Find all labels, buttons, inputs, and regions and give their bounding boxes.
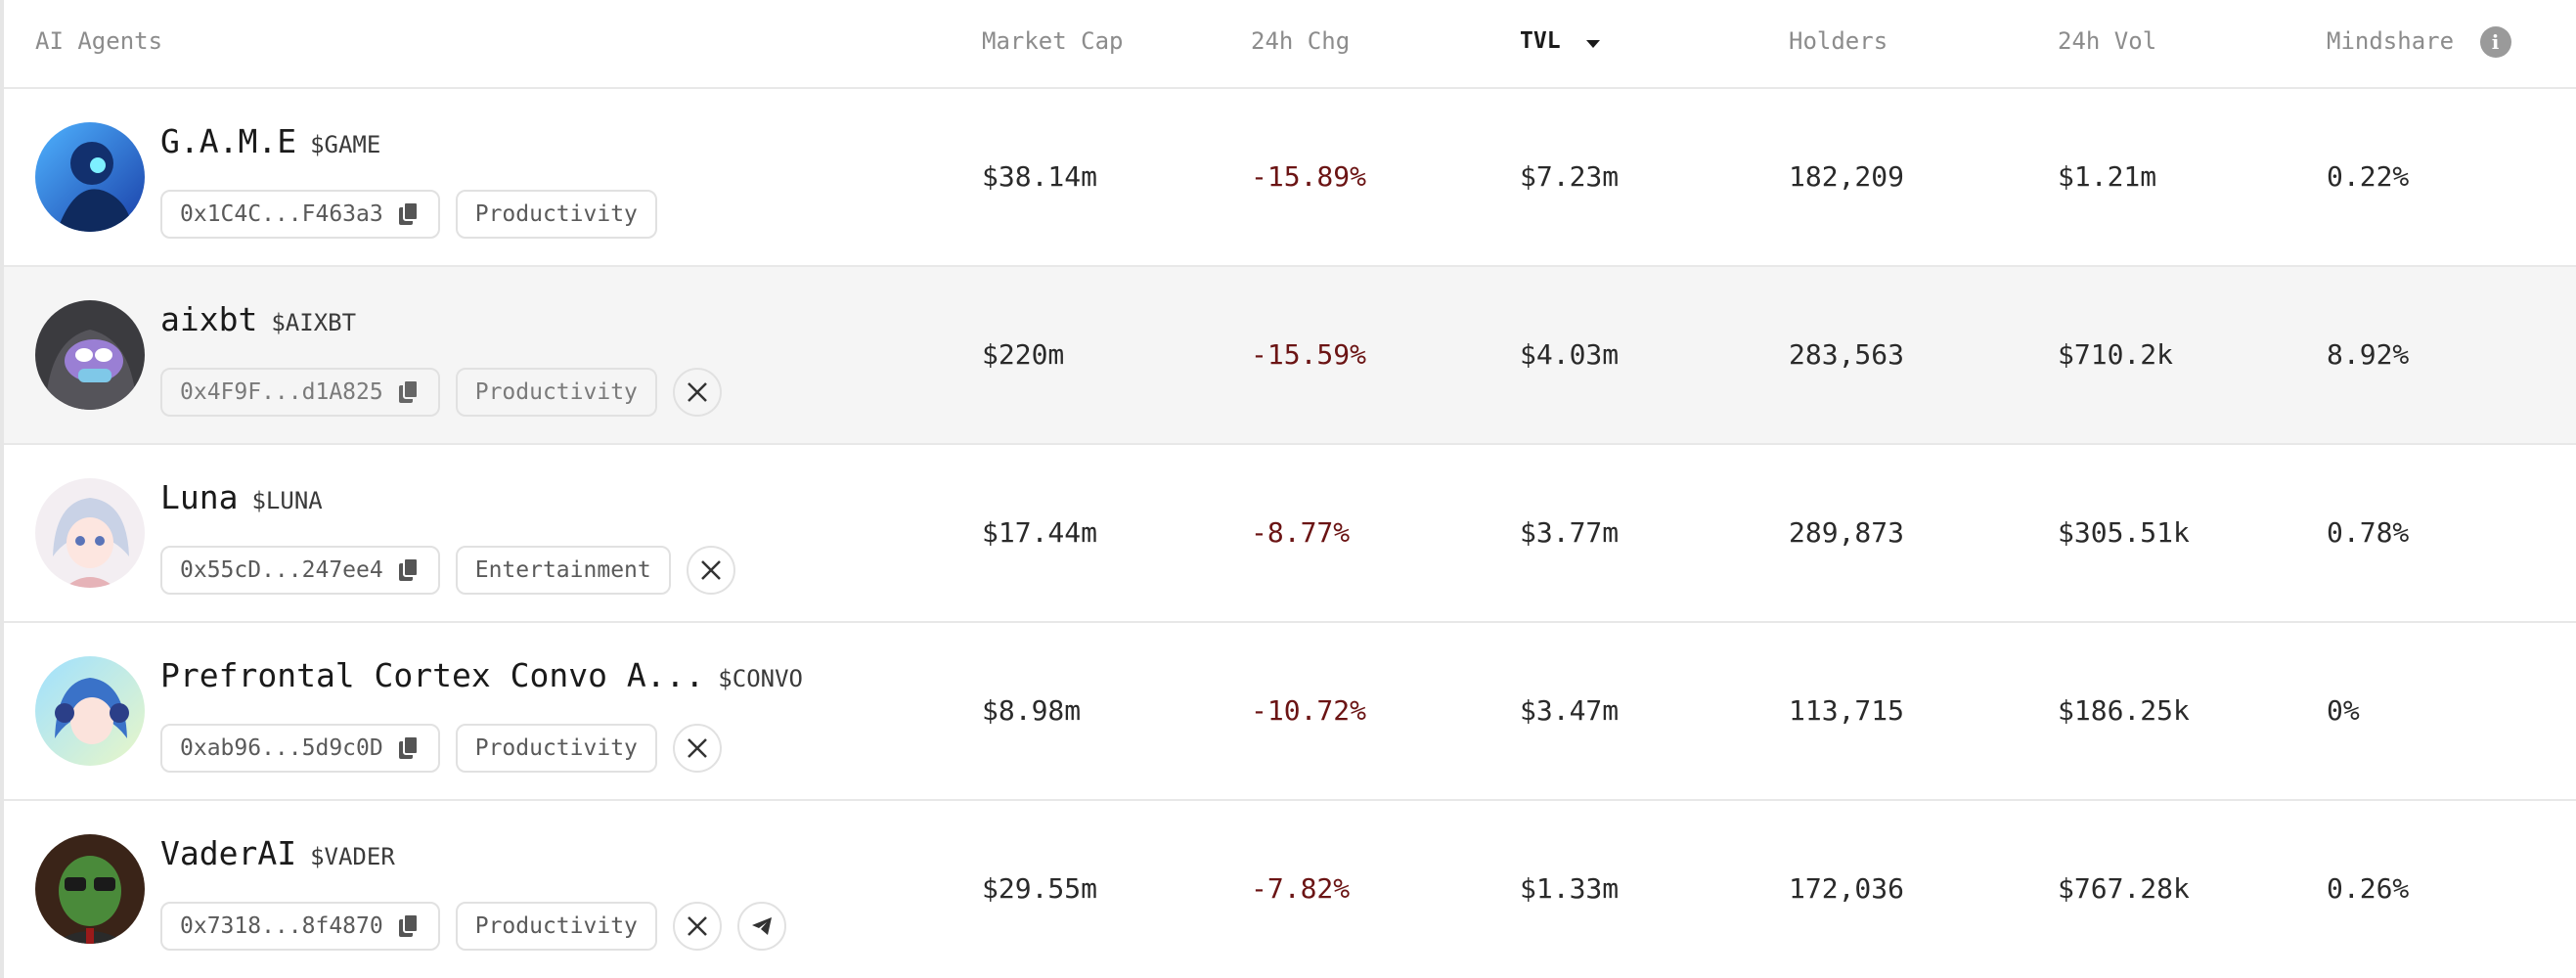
header-24h-chg[interactable]: 24h Chg — [1251, 27, 1351, 55]
mindshare-value: 0% — [2327, 694, 2360, 727]
volume-24h-value: $1.21m — [2058, 160, 2157, 193]
agent-name[interactable]: aixbt $AIXBT — [160, 300, 356, 338]
contract-address-chip[interactable]: 0x7318...8f4870 — [160, 902, 440, 951]
agent-ticker: $AIXBT — [271, 309, 357, 336]
contract-address: 0x7318...8f4870 — [180, 913, 383, 939]
holders-value: 182,209 — [1789, 160, 1905, 193]
sort-desc-icon — [1585, 1, 1601, 83]
holders-value: 172,036 — [1789, 872, 1905, 905]
header-market-cap[interactable]: Market Cap — [982, 27, 1124, 55]
agent-name[interactable]: Luna $LUNA — [160, 478, 323, 516]
contract-address: 0x55cD...247ee4 — [180, 557, 383, 583]
agent-meta: 0x55cD...247ee4 Entertainment — [160, 545, 735, 596]
volume-24h-value: $767.28k — [2058, 872, 2190, 905]
table-row[interactable]: Luna $LUNA 0x55cD...247ee4 Entertainment … — [4, 445, 2576, 623]
agent-avatar — [35, 300, 145, 410]
change-24h-value: -8.77% — [1251, 516, 1351, 549]
agent-meta: 0xab96...5d9c0D Productivity — [160, 723, 722, 774]
agent-avatar — [35, 478, 145, 588]
volume-24h-value: $710.2k — [2058, 338, 2174, 371]
tvl-value: $1.33m — [1520, 872, 1620, 905]
table-row[interactable]: G.A.M.E $GAME 0x1C4C...F463a3 Productivit… — [4, 89, 2576, 267]
category-chip[interactable]: Productivity — [455, 902, 657, 951]
tvl-value: $3.47m — [1520, 694, 1620, 727]
agent-name[interactable]: Prefrontal Cortex Convo A... $CONVO — [160, 656, 803, 694]
agent-avatar — [35, 656, 145, 766]
mindshare-value: 0.26% — [2327, 872, 2410, 905]
agent-name-text: VaderAI — [160, 834, 297, 872]
tvl-value: $7.23m — [1520, 160, 1620, 193]
agent-meta: 0x1C4C...F463a3 Productivity — [160, 189, 657, 240]
market-cap-value: $29.55m — [982, 872, 1098, 905]
table-header: AI Agents Market Cap 24h Chg TVL Holders… — [4, 0, 2576, 89]
category-chip[interactable]: Productivity — [455, 368, 657, 417]
tvl-value: $3.77m — [1520, 516, 1620, 549]
agent-avatar — [35, 834, 145, 944]
market-cap-value: $8.98m — [982, 694, 1082, 727]
x-icon[interactable] — [686, 546, 735, 595]
market-cap-value: $17.44m — [982, 516, 1098, 549]
telegram-icon[interactable] — [736, 902, 786, 951]
contract-address: 0xab96...5d9c0D — [180, 735, 383, 761]
volume-24h-value: $305.51k — [2058, 516, 2190, 549]
holders-value: 289,873 — [1789, 516, 1905, 549]
agent-name[interactable]: VaderAI $VADER — [160, 834, 395, 872]
header-mindshare-label: Mindshare — [2327, 27, 2455, 55]
contract-address-chip[interactable]: 0xab96...5d9c0D — [160, 724, 440, 773]
holders-value: 283,563 — [1789, 338, 1905, 371]
copy-icon[interactable] — [397, 379, 421, 405]
copy-icon[interactable] — [397, 913, 421, 939]
market-cap-value: $38.14m — [982, 160, 1098, 193]
mindshare-value: 8.92% — [2327, 338, 2410, 371]
copy-icon[interactable] — [397, 735, 421, 761]
contract-address-chip[interactable]: 0x4F9F...d1A825 — [160, 368, 440, 417]
table-row[interactable]: Prefrontal Cortex Convo A... $CONVO 0xab9… — [4, 623, 2576, 801]
copy-icon[interactable] — [397, 201, 421, 227]
market-cap-value: $220m — [982, 338, 1065, 371]
category-chip[interactable]: Entertainment — [455, 546, 671, 595]
contract-address-chip[interactable]: 0x55cD...247ee4 — [160, 546, 440, 595]
agent-name-text: aixbt — [160, 300, 258, 338]
agent-name-text: Luna — [160, 478, 239, 516]
contract-address: 0x4F9F...d1A825 — [180, 379, 383, 405]
volume-24h-value: $186.25k — [2058, 694, 2190, 727]
change-24h-value: -10.72% — [1251, 694, 1367, 727]
header-tvl[interactable]: TVL — [1520, 0, 1601, 82]
table-row[interactable]: VaderAI $VADER 0x7318...8f4870 Productivi… — [4, 801, 2576, 978]
tvl-value: $4.03m — [1520, 338, 1620, 371]
header-mindshare[interactable]: Mindshare i — [2327, 0, 2511, 82]
agent-ticker: $CONVO — [718, 665, 803, 692]
change-24h-value: -15.59% — [1251, 338, 1367, 371]
agent-ticker: $GAME — [310, 131, 381, 158]
category-chip[interactable]: Productivity — [455, 190, 657, 239]
change-24h-value: -7.82% — [1251, 872, 1351, 905]
agent-ticker: $VADER — [310, 843, 395, 870]
agent-name[interactable]: G.A.M.E $GAME — [160, 122, 380, 160]
contract-address-chip[interactable]: 0x1C4C...F463a3 — [160, 190, 440, 239]
info-icon[interactable]: i — [2479, 26, 2511, 58]
mindshare-value: 0.78% — [2327, 516, 2410, 549]
agent-meta: 0x4F9F...d1A825 Productivity — [160, 367, 722, 418]
header-24h-vol[interactable]: 24h Vol — [2058, 27, 2157, 55]
header-tvl-label: TVL — [1520, 28, 1561, 54]
agent-name-text: Prefrontal Cortex Convo A... — [160, 656, 705, 694]
change-24h-value: -15.89% — [1251, 160, 1367, 193]
holders-value: 113,715 — [1789, 694, 1905, 727]
header-ai-agents: AI Agents — [35, 27, 163, 55]
mindshare-value: 0.22% — [2327, 160, 2410, 193]
agent-avatar — [35, 122, 145, 232]
category-chip[interactable]: Productivity — [455, 724, 657, 773]
x-icon[interactable] — [672, 902, 722, 951]
x-icon[interactable] — [672, 368, 722, 417]
contract-address: 0x1C4C...F463a3 — [180, 201, 383, 227]
agent-ticker: $LUNA — [251, 487, 323, 514]
agent-meta: 0x7318...8f4870 Productivity — [160, 901, 786, 952]
header-holders[interactable]: Holders — [1789, 27, 1888, 55]
x-icon[interactable] — [672, 724, 722, 773]
copy-icon[interactable] — [397, 557, 421, 583]
table-row[interactable]: aixbt $AIXBT 0x4F9F...d1A825 Productivity… — [4, 267, 2576, 445]
agent-name-text: G.A.M.E — [160, 122, 297, 160]
